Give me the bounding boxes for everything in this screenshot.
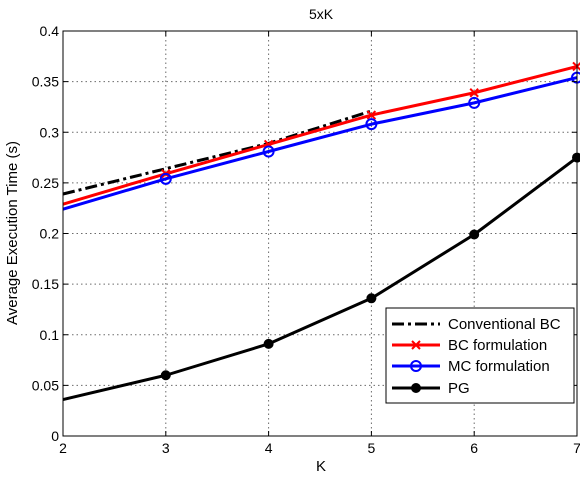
series-bc-formulation xyxy=(62,61,580,206)
series-pg-marker xyxy=(160,370,171,381)
x-tick-label: 2 xyxy=(59,440,67,456)
series-bc-formulation-marker-stroke xyxy=(469,88,479,98)
series-bc-formulation-marker xyxy=(469,88,479,98)
y-axis-title: Average Execution Time (s) xyxy=(4,141,21,325)
series-mc-formulation-marker xyxy=(262,145,275,158)
y-tick-label: 0.4 xyxy=(40,23,60,39)
y-tick-label: 0.05 xyxy=(32,377,59,393)
legend: Conventional BC BC formulation MC formulat… xyxy=(385,307,575,404)
y-tick-label: 0.35 xyxy=(32,74,59,90)
x-tick-label: 3 xyxy=(162,440,170,456)
legend-bc-formulation-marker xyxy=(411,340,421,350)
series-pg-marker xyxy=(263,338,274,349)
ticks: 2 3 4 5 6 7 0 0.05 0.1 0.15 0.2 0.25 0.3 0.35 0.4 xyxy=(32,23,580,456)
series-mc-formulation xyxy=(62,71,580,211)
legend-mc-formulation-label: MC formulation xyxy=(448,358,550,375)
y-tick-label: 0 xyxy=(51,428,59,444)
series-pg-marker xyxy=(366,293,377,304)
series-bc-formulation-line xyxy=(62,64,578,206)
legend-mc-formulation-marker xyxy=(410,360,422,372)
y-tick-label: 0.25 xyxy=(32,175,59,191)
series-mc-formulation-line xyxy=(62,76,578,211)
y-tick-label: 0.1 xyxy=(40,327,60,343)
x-tick-label: 5 xyxy=(368,440,376,456)
series-bc-formulation-marker xyxy=(366,110,377,120)
series-pg xyxy=(62,152,580,402)
legend-bc-formulation-label: BC formulation xyxy=(448,337,547,354)
x-axis-title: K xyxy=(316,458,326,475)
series-mc-formulation-marker xyxy=(159,172,172,185)
series-mc-formulation-marker xyxy=(468,96,481,109)
legend-conventional-bc-label: Conventional BC xyxy=(448,316,561,333)
series-conventional-bc xyxy=(62,109,372,196)
y-tick-label: 0.2 xyxy=(40,226,60,242)
y-tick-label: 0.3 xyxy=(40,124,60,140)
legend-pg-label: PG xyxy=(448,380,470,397)
legend-bc-formulation-marker-stroke xyxy=(411,340,421,350)
x-tick-label: 7 xyxy=(573,440,580,456)
series-pg-marker xyxy=(469,229,480,240)
x-tick-label: 4 xyxy=(265,440,273,456)
series-conventional-bc-line xyxy=(62,109,372,196)
legend-pg-marker xyxy=(411,383,421,393)
x-tick-label: 6 xyxy=(470,440,478,456)
series-pg-marker xyxy=(572,152,580,163)
series-mc-formulation-marker xyxy=(365,118,378,131)
series-bc-formulation-marker-stroke xyxy=(366,110,377,120)
chart-title: 5xK xyxy=(309,6,334,22)
series-layer xyxy=(62,61,580,402)
series-pg-line xyxy=(62,156,578,402)
y-tick-label: 0.15 xyxy=(32,276,59,292)
